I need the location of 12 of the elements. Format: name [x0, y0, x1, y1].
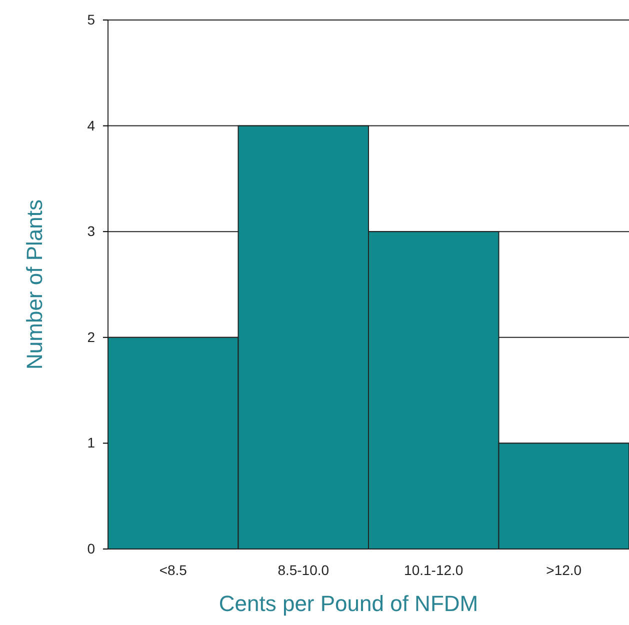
x-tick-label: <8.5	[159, 562, 188, 578]
x-tick-label: 10.1-12.0	[404, 562, 464, 578]
y-axis-title: Number of Plants	[22, 200, 47, 370]
x-tick-label: 8.5-10.0	[278, 562, 330, 578]
y-tick-label: 2	[87, 328, 96, 345]
x-axis-title: Cents per Pound of NFDM	[218, 591, 478, 616]
x-tick-label: >12.0	[546, 562, 582, 578]
y-tick-label: 5	[87, 11, 96, 28]
y-tick-label: 3	[87, 223, 96, 240]
y-tick-label: 1	[87, 434, 96, 451]
y-tick-label: 4	[87, 117, 96, 134]
y-tick-label: 0	[87, 540, 96, 556]
